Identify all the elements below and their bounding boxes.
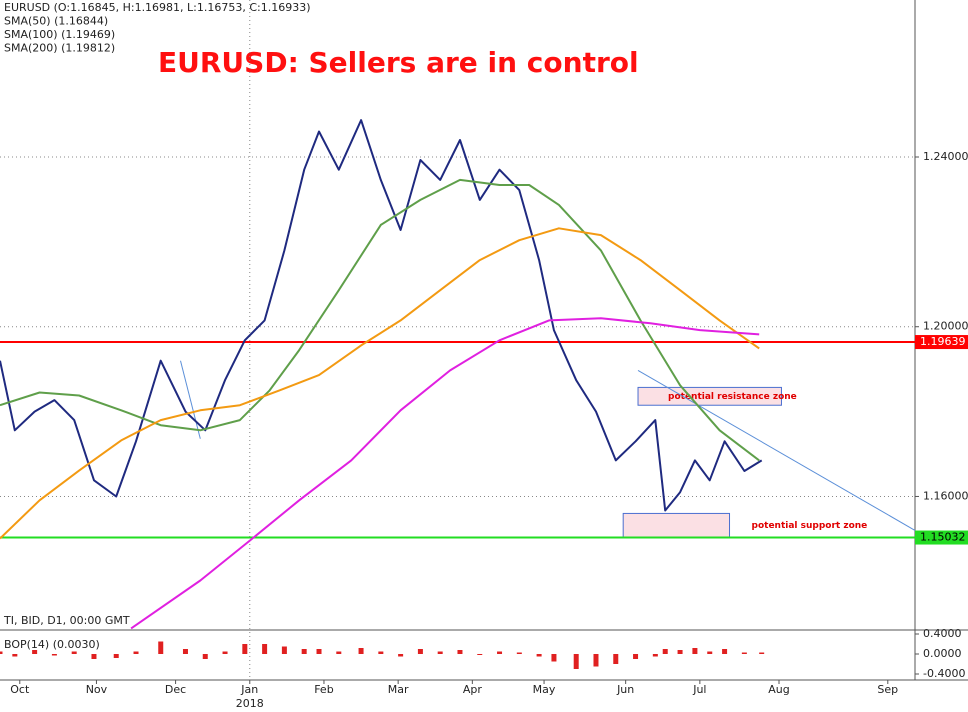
indicator-bar bbox=[662, 649, 668, 654]
indicator-bar bbox=[91, 654, 97, 659]
x-tick-label: Apr bbox=[463, 683, 483, 696]
indicator-bar bbox=[378, 651, 384, 654]
indicator-bar bbox=[477, 654, 483, 655]
x-tick-label: Jan bbox=[240, 683, 258, 696]
indicator-bar bbox=[358, 648, 364, 654]
indicator-bar bbox=[759, 652, 765, 654]
legend-entry: EURUSD (O:1.16845, H:1.16981, L:1.16753,… bbox=[4, 1, 311, 14]
indicator-bar bbox=[202, 654, 208, 659]
indicator-bar bbox=[398, 654, 404, 657]
indicator-bar bbox=[316, 649, 322, 654]
legend-entry: SMA(50) (1.16844) bbox=[4, 15, 108, 28]
level-label: 1.19639 bbox=[920, 335, 966, 348]
y-tick-label: 1.20000 bbox=[923, 320, 968, 333]
indicator-bar bbox=[417, 649, 423, 654]
indicator-bar bbox=[677, 650, 683, 654]
indicator-bar bbox=[722, 649, 728, 654]
zone-label: potential support zone bbox=[752, 521, 868, 531]
series-line bbox=[0, 178, 760, 462]
series-line bbox=[0, 119, 763, 512]
indicator-bar bbox=[573, 654, 579, 669]
indicator-bar bbox=[113, 654, 119, 658]
indicator-tick-label: -0.4000 bbox=[923, 667, 965, 680]
indicator-bar bbox=[613, 654, 619, 664]
indicator-bar bbox=[652, 654, 658, 657]
indicator-bar bbox=[182, 649, 188, 654]
indicator-bar bbox=[633, 654, 639, 659]
x-tick-label: Feb bbox=[314, 683, 333, 696]
y-tick-label: 1.24000 bbox=[923, 150, 968, 163]
indicator-bar bbox=[222, 651, 228, 654]
trendline bbox=[180, 360, 201, 439]
indicator-bar bbox=[741, 652, 747, 654]
indicator-bar bbox=[497, 651, 503, 654]
x-tick-label: Jun bbox=[616, 683, 634, 696]
x-tick-label: Aug bbox=[768, 683, 789, 696]
x-tick-label: Oct bbox=[10, 683, 30, 696]
indicator-bar bbox=[516, 652, 522, 654]
level-label: 1.15032 bbox=[920, 531, 966, 544]
series-line bbox=[130, 317, 760, 630]
level-tag bbox=[915, 530, 968, 545]
indicator-bar bbox=[51, 654, 57, 656]
legend: EURUSD (O:1.16845, H:1.16981, L:1.16753,… bbox=[4, 1, 311, 55]
legend-entry: SMA(200) (1.19812) bbox=[4, 42, 115, 55]
year-label: 2018 bbox=[236, 697, 264, 710]
trendline bbox=[637, 369, 916, 531]
indicator-bar bbox=[536, 654, 542, 657]
indicator-bar bbox=[301, 649, 307, 654]
indicator-bar bbox=[336, 651, 342, 654]
feed-label: TI, BID, D1, 00:00 GMT bbox=[3, 614, 130, 627]
zone-label: potential resistance zone bbox=[668, 392, 797, 402]
x-tick-label: May bbox=[533, 683, 556, 696]
indicator-bar bbox=[281, 646, 287, 654]
indicator-bar bbox=[71, 651, 77, 654]
indicator-bar bbox=[32, 650, 38, 654]
indicator-bar bbox=[0, 651, 3, 654]
indicator-bar bbox=[12, 654, 18, 657]
indicator-bar bbox=[262, 644, 268, 654]
level-tag bbox=[915, 335, 968, 350]
indicator-title: BOP(14) (0.0030) bbox=[4, 638, 100, 651]
indicator-bar bbox=[242, 644, 248, 654]
indicator-bar bbox=[551, 654, 557, 662]
y-tick-label: 1.16000 bbox=[923, 489, 968, 502]
indicator-bar bbox=[133, 651, 139, 654]
indicator-bar bbox=[707, 651, 713, 654]
indicator-bar bbox=[437, 651, 443, 654]
chart-title: EURUSD: Sellers are in control bbox=[158, 46, 639, 79]
x-tick-label: Jul bbox=[692, 683, 706, 696]
indicator-bar bbox=[593, 654, 599, 667]
legend-entry: SMA(100) (1.19469) bbox=[4, 28, 115, 41]
zone bbox=[622, 512, 731, 539]
x-tick-label: Nov bbox=[86, 683, 108, 696]
series-line bbox=[0, 227, 760, 540]
indicator-bar bbox=[158, 641, 164, 654]
x-tick-label: Sep bbox=[877, 683, 898, 696]
x-tick-label: Dec bbox=[165, 683, 186, 696]
indicator-bar bbox=[692, 648, 698, 654]
zone bbox=[637, 386, 782, 406]
x-tick-label: Mar bbox=[388, 683, 409, 696]
indicator-tick-label: 0.4000 bbox=[923, 627, 962, 640]
indicator-tick-label: 0.0000 bbox=[923, 647, 962, 660]
indicator-bar bbox=[457, 650, 463, 654]
